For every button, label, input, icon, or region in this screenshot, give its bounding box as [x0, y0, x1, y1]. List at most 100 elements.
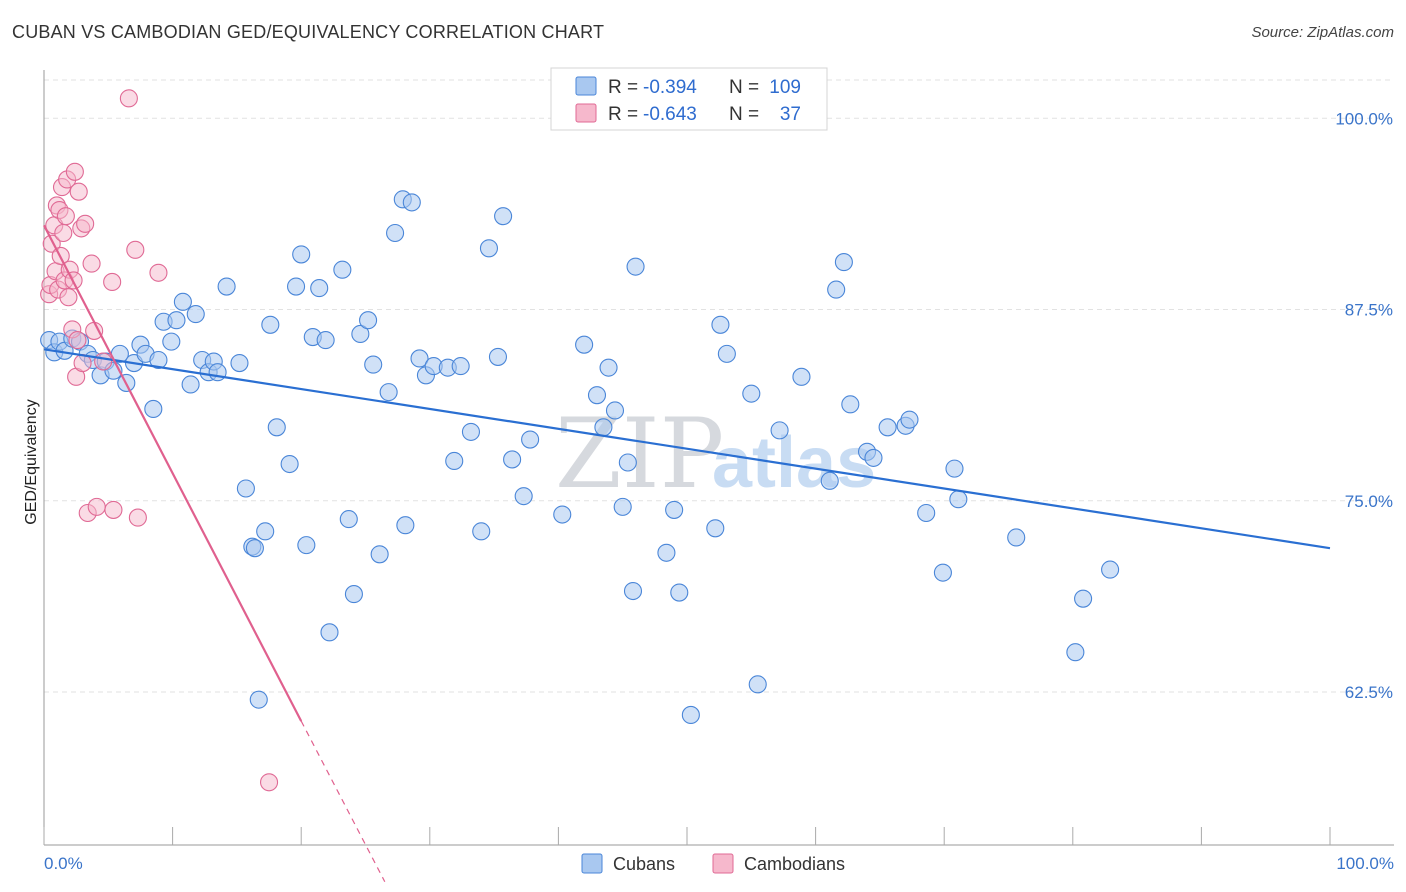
- cuban-point: [618, 453, 637, 472]
- cuban-point: [488, 347, 508, 366]
- cuban-point: [717, 344, 736, 363]
- cuban-point: [594, 418, 613, 437]
- bottom-legend: Cubans Cambodians: [581, 853, 845, 874]
- legend-cambodians-swatch: [575, 103, 597, 123]
- cuban-point: [344, 585, 363, 604]
- x-axis-ticks: [43, 827, 1331, 845]
- cuban-point: [181, 375, 200, 394]
- cuban-point: [1066, 643, 1085, 662]
- cambodian-point: [149, 263, 168, 282]
- cambodian-point: [103, 272, 122, 292]
- legend-cambodians-n-value: 37: [780, 104, 801, 125]
- cambodian-point: [128, 508, 147, 527]
- cambodian-point: [76, 214, 95, 233]
- legend-cambodians-r-label: R =: [608, 104, 638, 125]
- cambodian-point: [54, 223, 73, 243]
- cambodian-point: [259, 773, 279, 792]
- cuban-point: [451, 357, 470, 376]
- cuban-point: [316, 331, 335, 350]
- bottom-legend-cambodians-swatch: [712, 853, 734, 874]
- bottom-legend-cubans-swatch: [581, 853, 603, 874]
- legend-cubans-swatch: [575, 76, 597, 96]
- cuban-point: [605, 401, 625, 420]
- cuban-point: [364, 355, 383, 374]
- cuban-point: [626, 257, 645, 276]
- cambodian-point: [68, 331, 87, 350]
- cambodian-point: [94, 352, 113, 371]
- cuban-point: [742, 384, 761, 403]
- y-tick-label: 87.5%: [1345, 301, 1393, 320]
- cuban-point: [320, 623, 339, 642]
- cuban-point: [900, 410, 919, 429]
- cuban-point: [267, 418, 286, 437]
- gridlines: [44, 79, 1394, 693]
- cuban-point: [445, 451, 464, 471]
- cuban-point: [351, 324, 370, 344]
- legend: R = -0.394 N = 109 R = -0.643 N = 37: [550, 67, 828, 131]
- cuban-point: [945, 459, 964, 478]
- cuban-point: [479, 239, 499, 258]
- cuban-point: [494, 207, 513, 226]
- legend-cubans-r-value: -0.394: [643, 77, 697, 98]
- y-tick-label: 75.0%: [1345, 492, 1393, 511]
- cambodian-point: [69, 182, 88, 201]
- cubans-trend-line: [43, 348, 1331, 550]
- cuban-point: [339, 510, 358, 529]
- cuban-point: [256, 522, 275, 541]
- y-axis-title: GED/Equivalency: [23, 399, 40, 524]
- cuban-point: [144, 399, 163, 419]
- cuban-point: [949, 490, 968, 509]
- cuban-point: [514, 487, 533, 506]
- cambodian-point: [65, 162, 84, 181]
- legend-cubans-n-value: 109: [769, 77, 801, 98]
- cuban-point: [245, 539, 264, 558]
- y-tick-label: 100.0%: [1335, 109, 1393, 128]
- cuban-point: [553, 505, 572, 524]
- cuban-point: [521, 430, 540, 449]
- cuban-point: [670, 583, 689, 602]
- cuban-point: [280, 454, 299, 474]
- cuban-point: [249, 690, 268, 709]
- cambodian-point: [87, 497, 106, 516]
- cuban-point: [834, 253, 853, 272]
- bottom-legend-cubans-label: Cubans: [613, 854, 675, 874]
- cuban-point: [657, 543, 676, 562]
- bottom-legend-cambodians-label: Cambodians: [744, 854, 845, 874]
- cuban-point: [162, 332, 181, 351]
- cuban-point: [310, 279, 329, 298]
- trend-lines: [43, 224, 1331, 882]
- legend-cambodians-n-label: N =: [729, 104, 759, 125]
- cuban-point: [770, 421, 789, 440]
- cuban-point: [827, 280, 846, 299]
- x-tick-label-min: 0.0%: [44, 854, 83, 873]
- cuban-point: [149, 350, 168, 370]
- cuban-point: [864, 448, 883, 467]
- cuban-point: [236, 479, 255, 498]
- cuban-point: [841, 395, 860, 414]
- cuban-point: [613, 497, 632, 516]
- cuban-point: [711, 315, 730, 334]
- cuban-point: [217, 277, 236, 296]
- cuban-point: [410, 349, 429, 368]
- cuban-point: [402, 193, 421, 212]
- cubans-series: [40, 190, 1120, 725]
- cambodian-point: [56, 207, 75, 226]
- cambodians-trend-line: [43, 224, 303, 722]
- y-tick-label: 62.5%: [1345, 683, 1393, 702]
- cuban-point: [792, 367, 811, 386]
- cuban-point: [917, 503, 936, 523]
- cuban-point: [878, 418, 897, 437]
- cuban-point: [370, 545, 389, 564]
- legend-cubans-r-label: R =: [608, 77, 638, 98]
- legend-box: [550, 67, 828, 131]
- legend-cubans-n-label: N =: [729, 77, 759, 98]
- source-label: Source: ZipAtlas.com: [1251, 24, 1394, 41]
- cuban-point: [461, 422, 481, 441]
- cambodian-point: [82, 254, 101, 273]
- cuban-point: [261, 315, 280, 334]
- cuban-point: [587, 386, 607, 405]
- watermark-atlas: atlas: [712, 423, 876, 503]
- cuban-point: [297, 536, 316, 555]
- cuban-point: [230, 353, 249, 373]
